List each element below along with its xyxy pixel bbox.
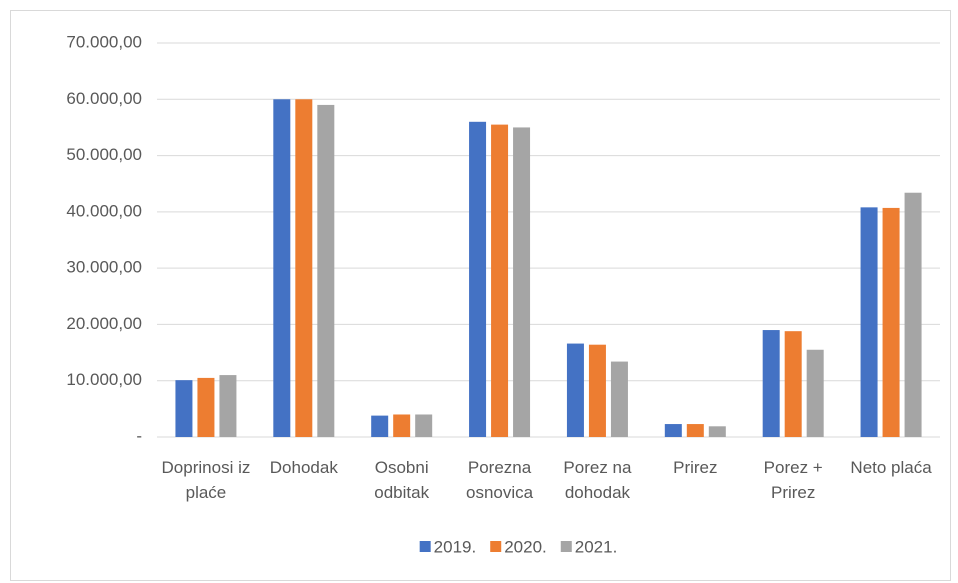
y-tick-label: 20.000,00: [66, 314, 142, 333]
legend-swatch: [490, 541, 502, 552]
bar: [197, 377, 215, 437]
bar: [806, 349, 824, 437]
bar: [860, 207, 878, 437]
legend-label: 2020.: [504, 537, 547, 556]
x-label-box: Porez + Prirez: [763, 458, 823, 502]
y-tick-label: 40.000,00: [66, 201, 142, 220]
y-tick-label: 10.000,00: [66, 370, 142, 389]
y-tick-label: -: [136, 426, 142, 445]
bar: [295, 99, 313, 438]
legend-label: 2019.: [434, 537, 477, 556]
x-tick-label: Neto plaća: [850, 458, 932, 477]
bar: [513, 127, 531, 437]
x-label-box: Dohodak: [269, 458, 338, 477]
legend-swatch: [560, 541, 572, 552]
x-tick-label: Osobni odbitak: [374, 458, 430, 502]
y-tick-label: 70.000,00: [66, 32, 142, 51]
bar: [175, 380, 193, 437]
x-tick-label: Porezna osnovica: [466, 458, 534, 502]
x-tick-label: Porez + Prirez: [763, 458, 823, 502]
bar: [415, 414, 433, 437]
bar: [371, 415, 389, 437]
bar: [566, 343, 584, 437]
x-tick-label: Porez na dohodak: [563, 458, 632, 502]
bar: [469, 121, 487, 438]
x-tick-label: Prirez: [673, 458, 718, 477]
x-label-box: Prirez: [673, 458, 718, 477]
x-label-box: Doprinosi iz plaće: [161, 458, 251, 502]
bar: [393, 414, 411, 437]
y-tick-label: 50.000,00: [66, 145, 142, 164]
x-label-box: Osobni odbitak: [374, 458, 430, 502]
bar: [219, 375, 237, 437]
x-tick-label: Doprinosi iz plaće: [161, 458, 251, 502]
bar: [882, 207, 900, 437]
bar: [784, 331, 802, 437]
legend-swatch: [419, 541, 431, 552]
bar: [664, 424, 682, 437]
y-tick-label: 30.000,00: [66, 258, 142, 277]
bar: [686, 424, 704, 437]
bar: [610, 361, 628, 437]
y-tick-label: 60.000,00: [66, 89, 142, 108]
x-label-box: Neto plaća: [850, 458, 932, 477]
bar: [762, 330, 780, 437]
bar: [317, 104, 335, 438]
bar: [273, 99, 291, 438]
legend-label: 2021.: [575, 537, 618, 556]
x-tick-label: Dohodak: [269, 458, 338, 477]
bar: [904, 192, 922, 437]
bar: [491, 124, 509, 437]
x-label-box: Porezna osnovica: [466, 458, 534, 502]
bar: [708, 426, 726, 437]
bar: [588, 344, 606, 437]
x-label-box: Porez na dohodak: [563, 458, 632, 502]
